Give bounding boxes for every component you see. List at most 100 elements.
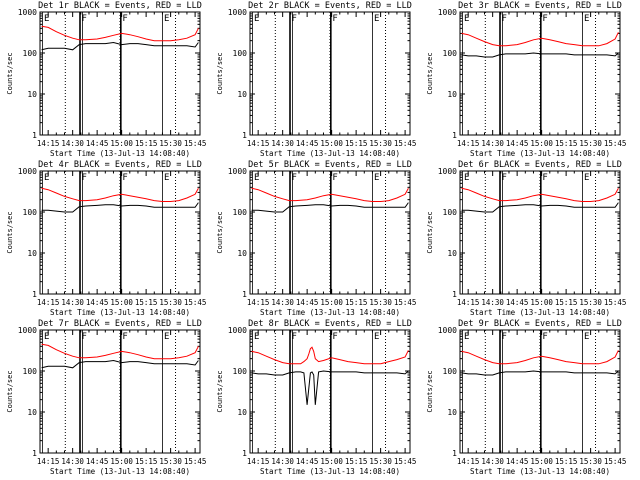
panel-title: Det 8r BLACK = Events, RED = LLD <box>248 319 412 329</box>
panel-title: Det 9r BLACK = Events, RED = LLD <box>458 319 622 329</box>
x-tick-label: 15:30 <box>159 139 182 148</box>
marker-label: F <box>82 173 87 183</box>
y-tick-label: 10 <box>447 249 457 258</box>
series-line-events <box>251 370 409 405</box>
marker-label: E <box>44 14 49 24</box>
x-tick-label: 14:15 <box>457 298 480 307</box>
marker-label: E <box>164 14 169 24</box>
y-tick-label: 100 <box>23 208 38 217</box>
x-tick-label: 15:30 <box>579 139 602 148</box>
series-line-lld <box>461 187 619 202</box>
x-axis-label: Start Time (13-Jul-13 14:08:40) <box>50 149 190 158</box>
panel-title: Det 4r BLACK = Events, RED = LLD <box>38 160 202 170</box>
series-line-events <box>461 202 619 213</box>
x-tick-label: 14:45 <box>296 298 319 307</box>
x-tick-label: 15:45 <box>184 457 207 466</box>
y-tick-label: 100 <box>23 367 38 376</box>
y-tick-label: 10 <box>447 90 457 99</box>
series-line-events <box>461 52 619 58</box>
y-tick-label: 1000 <box>438 326 457 335</box>
x-axis-label: Start Time (13-Jul-13 14:08:40) <box>50 308 190 317</box>
panel-4: Det 4r BLACK = Events, RED = LLD Counts/s… <box>6 160 206 317</box>
y-tick-label: 1000 <box>228 8 247 17</box>
x-tick-label: 15:45 <box>604 139 627 148</box>
marker-label: F <box>122 332 127 342</box>
x-tick-label: 15:00 <box>530 139 553 148</box>
x-tick-label: 14:45 <box>506 139 529 148</box>
x-tick-label: 15:45 <box>394 457 417 466</box>
x-tick-label: 15:15 <box>555 139 578 148</box>
x-tick-label: 14:45 <box>86 139 109 148</box>
marker-label: E <box>44 332 49 342</box>
marker-label: F <box>542 14 547 24</box>
y-tick-label: 10 <box>447 408 457 417</box>
x-tick-label: 15:45 <box>394 139 417 148</box>
y-axis-label: Counts/sec <box>216 52 224 94</box>
x-tick-label: 14:30 <box>271 457 294 466</box>
marker-label: E <box>254 332 259 342</box>
panel-title: Det 7r BLACK = Events, RED = LLD <box>38 319 202 329</box>
y-tick-label: 1000 <box>438 167 457 176</box>
series-line-events <box>251 202 409 213</box>
x-tick-label: 14:30 <box>61 457 84 466</box>
marker-label: E <box>584 14 589 24</box>
y-tick-label: 100 <box>443 208 458 217</box>
y-tick-label: 10 <box>27 249 37 258</box>
y-axis-label: Counts/sec <box>216 211 224 253</box>
x-tick-label: 14:45 <box>296 139 319 148</box>
x-tick-label: 15:15 <box>135 457 158 466</box>
x-tick-label: 15:00 <box>110 298 133 307</box>
marker-label: F <box>542 173 547 183</box>
y-tick-label: 10 <box>237 90 247 99</box>
x-tick-label: 14:15 <box>457 139 480 148</box>
y-tick-label: 100 <box>233 49 248 58</box>
y-axis-label: Counts/sec <box>6 370 14 412</box>
y-axis-label: Counts/sec <box>6 211 14 253</box>
x-tick-label: 15:00 <box>320 457 343 466</box>
panel-2: Det 2r BLACK = Events, RED = LLD Counts/s… <box>216 1 416 158</box>
y-tick-label: 1 <box>452 449 457 458</box>
y-tick-label: 10 <box>27 90 37 99</box>
series-line-events <box>41 202 199 213</box>
panel-title: Det 2r BLACK = Events, RED = LLD <box>248 1 412 11</box>
marker-label: F <box>332 14 337 24</box>
y-tick-label: 1000 <box>18 8 37 17</box>
y-tick-label: 10 <box>237 249 247 258</box>
marker-label: E <box>164 332 169 342</box>
y-tick-label: 1000 <box>438 8 457 17</box>
marker-label: F <box>82 14 87 24</box>
y-axis-label: Counts/sec <box>426 211 434 253</box>
series-line-lld <box>461 350 619 365</box>
x-tick-label: 15:30 <box>369 298 392 307</box>
x-tick-label: 15:15 <box>345 139 368 148</box>
x-tick-label: 14:30 <box>271 298 294 307</box>
x-tick-label: 15:00 <box>530 457 553 466</box>
y-tick-label: 10 <box>237 408 247 417</box>
x-tick-label: 15:15 <box>345 298 368 307</box>
panel-title: Det 5r BLACK = Events, RED = LLD <box>248 160 412 170</box>
marker-label: E <box>584 173 589 183</box>
marker-label: F <box>292 14 297 24</box>
series-line-lld <box>41 187 199 202</box>
x-tick-label: 15:30 <box>369 139 392 148</box>
series-line-lld <box>461 32 619 47</box>
marker-label: E <box>464 14 469 24</box>
y-tick-label: 10 <box>27 408 37 417</box>
y-tick-label: 1 <box>452 131 457 140</box>
x-tick-label: 15:45 <box>184 139 207 148</box>
marker-label: E <box>254 14 259 24</box>
marker-label: F <box>82 332 87 342</box>
x-tick-label: 15:45 <box>604 298 627 307</box>
x-tick-label: 14:45 <box>86 457 109 466</box>
series-line-lld <box>41 343 199 360</box>
marker-label: F <box>332 173 337 183</box>
y-axis-label: Counts/sec <box>426 370 434 412</box>
x-tick-label: 14:15 <box>457 457 480 466</box>
x-tick-label: 15:15 <box>135 139 158 148</box>
panel-5: Det 5r BLACK = Events, RED = LLD Counts/s… <box>216 160 416 317</box>
x-tick-label: 14:45 <box>86 298 109 307</box>
x-tick-label: 14:30 <box>271 139 294 148</box>
marker-label: E <box>374 14 379 24</box>
y-tick-label: 1000 <box>18 167 37 176</box>
x-tick-label: 15:15 <box>135 298 158 307</box>
